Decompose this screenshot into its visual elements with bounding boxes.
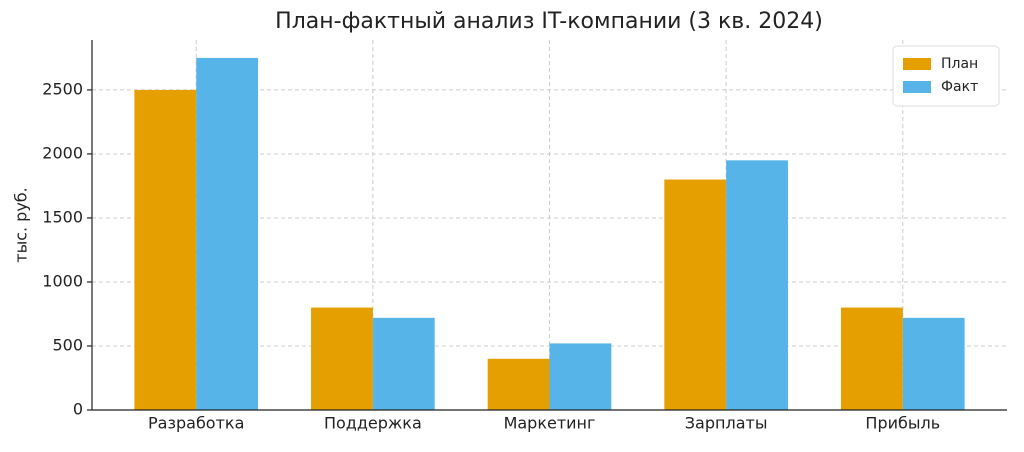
bar	[840, 307, 903, 410]
chart-title: План-фактный анализ IT-компании (3 кв. 2…	[275, 9, 823, 34]
bar	[311, 307, 373, 410]
x-tick-label: Поддержка	[324, 414, 422, 433]
legend-swatch	[903, 58, 931, 70]
legend-box	[892, 45, 1000, 107]
legend-label: План	[941, 56, 978, 72]
y-tick-label: 0	[73, 400, 83, 419]
legend-swatch	[903, 81, 931, 93]
bar	[134, 89, 197, 411]
bar	[549, 343, 612, 410]
y-tick-label: 1000	[42, 271, 83, 290]
y-tick-label: 1500	[42, 207, 83, 226]
bar	[487, 358, 550, 410]
bar	[902, 317, 965, 410]
bar	[196, 57, 259, 410]
bar	[664, 179, 727, 410]
y-tick-label: 500	[52, 335, 83, 354]
y-axis-label: тыс. руб.	[12, 187, 31, 263]
y-tick-label: 2000	[42, 143, 83, 162]
x-tick-label: Прибыль	[865, 414, 940, 433]
legend-label: Факт	[941, 79, 978, 95]
bar	[726, 160, 788, 410]
x-tick-label: Зарплаты	[685, 414, 768, 433]
x-tick-label: Маркетинг	[504, 414, 596, 433]
bar	[372, 317, 435, 410]
y-tick-label: 2500	[42, 79, 83, 98]
x-tick-label: Разработка	[148, 414, 244, 433]
